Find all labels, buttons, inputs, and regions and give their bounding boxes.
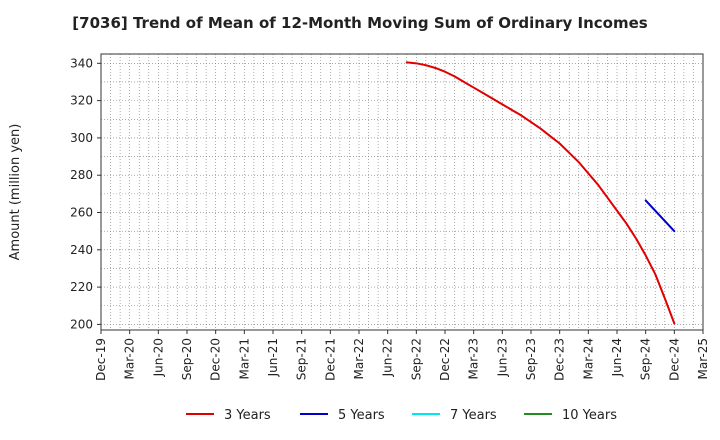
plot-area	[100, 53, 704, 331]
legend-item: 5 Years	[300, 408, 385, 423]
x-tick-label: Mar-20	[123, 338, 137, 379]
y-tick-label: 320	[70, 94, 93, 108]
y-tick-label: 200	[70, 317, 93, 331]
x-tick-label: Jun-22	[381, 338, 395, 377]
legend-label: 7 Years	[450, 408, 497, 423]
legend-item: 3 Years	[186, 408, 271, 423]
legend-item: 10 Years	[524, 408, 617, 423]
y-tick-label: 220	[70, 280, 93, 294]
x-tick-label: Mar-23	[467, 338, 481, 379]
y-tick-label: 300	[70, 131, 93, 145]
x-tick-label: Mar-24	[581, 338, 595, 379]
series-lines	[405, 61, 676, 325]
x-tick-label: Dec-19	[94, 338, 108, 381]
y-tick-label: 260	[70, 206, 93, 220]
x-tick-label: Dec-24	[667, 338, 681, 381]
x-tick-label: Dec-22	[438, 338, 452, 381]
x-tick-label: Dec-23	[553, 338, 567, 381]
x-tick-label: Dec-21	[323, 338, 337, 381]
y-tick-label: 340	[70, 56, 93, 70]
y-axis-label: Amount (million yen)	[8, 124, 23, 261]
x-tick-label: Mar-21	[237, 338, 251, 379]
legend: 3 Years 5 Years 7 Years 10 Years	[186, 408, 617, 423]
x-tick-label: Dec-20	[209, 338, 223, 381]
x-tick-label: Sep-22	[409, 338, 423, 380]
legend-label: 5 Years	[338, 408, 385, 423]
grid-lines	[100, 54, 704, 330]
x-tick-label: Sep-23	[524, 338, 538, 380]
series-line-5-years	[644, 199, 676, 233]
x-tick-label: Jun-20	[151, 338, 165, 377]
y-tick-label: 240	[70, 243, 93, 257]
x-tick-label: Sep-21	[295, 338, 309, 380]
x-tick-label: Sep-20	[180, 338, 194, 380]
series-line-3-years	[405, 61, 676, 325]
x-tick-label: Jun-23	[495, 338, 509, 377]
x-tick-label: Mar-22	[352, 338, 366, 379]
legend-label: 3 Years	[224, 408, 271, 423]
x-tick-label: Sep-24	[639, 338, 653, 380]
x-tick-label: Jun-24	[610, 338, 624, 377]
x-tick-label: Jun-21	[266, 338, 280, 377]
chart-title: [7036] Trend of Mean of 12-Month Moving …	[72, 14, 648, 32]
x-tick-label: Mar-25	[696, 338, 710, 379]
x-axis-ticks: Dec-19 Mar-20 Jun-20 Sep-20 Dec-20 Mar-21 Jun-…	[94, 330, 710, 381]
legend-label: 10 Years	[562, 408, 617, 423]
y-tick-label: 280	[70, 168, 93, 182]
y-axis-ticks: 200 220 240 260 280 300 320 340	[70, 56, 101, 331]
legend-item: 7 Years	[412, 408, 497, 423]
